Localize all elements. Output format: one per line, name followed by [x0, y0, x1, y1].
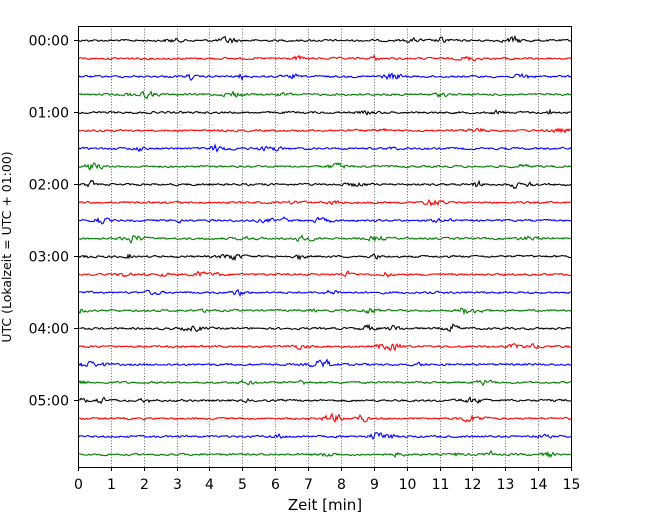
trace-row [77, 234, 572, 244]
x-tick-label: 10 [399, 477, 417, 493]
trace-row [77, 127, 572, 134]
x-grid-lines [111, 26, 539, 467]
x-axis-ticks: 0 1 2 3 4 5 6 7 8 9 10 11 12 13 14 15 [74, 467, 580, 493]
trace-row [77, 108, 571, 116]
x-tick-label: 9 [370, 477, 379, 493]
trace-row [77, 307, 572, 316]
trace-row [77, 358, 572, 368]
x-tick-label: 0 [74, 477, 83, 493]
x-tick-label: 11 [432, 477, 450, 493]
x-tick-label: 14 [530, 477, 548, 493]
trace-row [77, 289, 572, 298]
y-tick-label: 03:00 [29, 250, 69, 266]
y-tick-label: 04:00 [29, 322, 69, 338]
trace-row [77, 323, 572, 333]
y-tick-label: 00:00 [29, 34, 69, 50]
y-tick-label: 01:00 [29, 106, 69, 122]
trace-row [77, 143, 572, 153]
x-tick-label: 7 [304, 477, 313, 493]
x-tick-label: 13 [497, 477, 515, 493]
trace-row [77, 35, 572, 44]
x-tick-label: 5 [238, 477, 247, 493]
trace-row [77, 216, 572, 225]
trace-row [77, 90, 572, 100]
trace-row [77, 54, 572, 62]
x-tick-label: 3 [173, 477, 182, 493]
trace-row [77, 432, 572, 441]
trace-row [77, 179, 572, 190]
trace-row [77, 198, 572, 207]
x-tick-label: 2 [140, 477, 149, 493]
y-tick-label: 05:00 [29, 394, 69, 410]
x-axis-label: Zeit [min] [288, 496, 362, 514]
trace-row [77, 449, 572, 459]
x-tick-label: 8 [337, 477, 346, 493]
x-tick-label: 6 [271, 477, 280, 493]
trace-row [77, 270, 572, 278]
y-axis-ticks: 00:00 01:00 02:00 03:00 04:00 05:00 [29, 34, 78, 410]
trace-row [77, 162, 572, 171]
y-axis-label: UTC (Lokalzeit = UTC + 01:00) [0, 151, 14, 342]
seismogram-traces [77, 35, 572, 459]
x-tick-label: 15 [563, 477, 581, 493]
x-tick-label: 1 [107, 477, 116, 493]
x-tick-label: 12 [464, 477, 482, 493]
trace-row [77, 379, 572, 387]
trace-row [77, 72, 572, 82]
trace-row [77, 412, 572, 424]
trace-row [77, 342, 572, 352]
x-tick-label: 4 [205, 477, 214, 493]
plot-frame [78, 26, 572, 468]
trace-row [77, 253, 572, 262]
trace-row [77, 396, 572, 405]
y-tick-label: 02:00 [29, 178, 69, 194]
